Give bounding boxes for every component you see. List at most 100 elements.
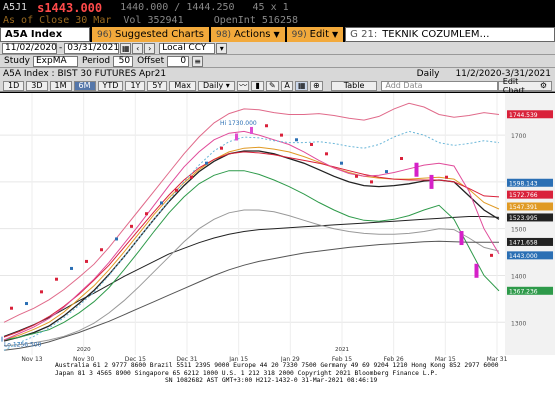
quote-line: A5J1 s1443.000 1440.000 / 1444.250 45 x … xyxy=(3,1,289,15)
price-label-text: 1547.391 xyxy=(509,204,538,211)
range-button-1y[interactable]: 1Y xyxy=(125,80,146,91)
study-text: ExpMA xyxy=(36,56,67,66)
actions-num: 98) xyxy=(216,29,231,40)
y-axis-panel xyxy=(505,93,555,355)
candle-bar xyxy=(340,161,343,165)
quote-line-2: As of Close 30 Mar Vol 352941 OpenInt 51… xyxy=(3,14,298,27)
toolbar: A5A Index 96) Suggested Charts 98) Actio… xyxy=(0,27,555,42)
chart-subheader: A5A Index : BIST 30 FUTURES Apr21 Daily … xyxy=(0,68,555,80)
price-label-box xyxy=(507,178,553,187)
offset-text: 0 xyxy=(180,56,187,66)
candle-bar xyxy=(55,277,58,281)
x-tick-label: Mar 15 xyxy=(435,356,456,363)
actions-button[interactable]: 98) Actions ▼ xyxy=(211,27,285,42)
candle-bar xyxy=(459,231,464,246)
range-button-5y[interactable]: 5Y xyxy=(147,80,168,91)
range-button-ytd[interactable]: YTD xyxy=(97,80,124,91)
candle-bar xyxy=(40,290,43,294)
candle-bar xyxy=(325,152,328,156)
date-separator: - xyxy=(59,43,63,53)
openint-label: OpenInt xyxy=(213,15,256,26)
frequency-select[interactable]: Daily ▾ xyxy=(197,80,235,91)
subheader-name: BIST 30 FUTURES Apr21 xyxy=(57,69,167,79)
grid-icon[interactable]: ▦ xyxy=(295,80,309,91)
add-data-input[interactable]: Add Data xyxy=(381,80,498,91)
currency-select[interactable]: Local CCY xyxy=(159,42,216,54)
period-text: 50 xyxy=(118,56,131,66)
edit-button[interactable]: 99) Edit ▼ xyxy=(286,27,344,42)
suggested-charts-button[interactable]: 96) Suggested Charts xyxy=(92,27,210,42)
security-field[interactable]: A5A Index xyxy=(0,27,90,42)
zoom-icon[interactable]: ⊕ xyxy=(310,80,323,91)
range-button-1m[interactable]: 1M xyxy=(49,80,72,91)
menu-icon[interactable]: ≡ xyxy=(192,55,204,67)
series-line xyxy=(3,170,500,341)
bid-ask-size: 45 x 1 xyxy=(252,2,289,13)
x-tick-label: Nov 13 xyxy=(21,356,42,363)
period-label: Period xyxy=(82,56,111,66)
price-label-box xyxy=(507,110,553,119)
y-tick-label: 1300 xyxy=(511,320,526,327)
currency-text: Local CCY xyxy=(162,43,207,53)
annotation-icon[interactable]: A xyxy=(280,80,294,91)
next-arrow-icon[interactable]: › xyxy=(144,42,156,54)
volume-value: 352941 xyxy=(147,15,184,26)
candle-bar xyxy=(115,237,118,241)
page-title: G 21: TEKNIK COZUMLEM… xyxy=(345,27,555,42)
subheader-security: A5A Index xyxy=(3,69,49,79)
candle-bar xyxy=(474,263,479,278)
range-button-max[interactable]: Max xyxy=(169,80,196,91)
candle-bar xyxy=(429,174,434,189)
x-tick-label: Dec 15 xyxy=(125,356,146,363)
table-button[interactable]: Table xyxy=(330,80,378,91)
x-axis: Nov 13 Nov 30 Dec 15 Dec 31 Jan 15 Jan 29 Feb … xyxy=(0,355,555,363)
range-button-6m[interactable]: 6M xyxy=(73,80,96,91)
caret-down-icon: ▼ xyxy=(332,30,339,39)
period-input[interactable]: 50 xyxy=(113,55,134,67)
prev-arrow-icon[interactable]: ‹ xyxy=(132,42,144,54)
end-date-input[interactable]: 03/31/2021 xyxy=(64,42,120,54)
candle-bar xyxy=(175,188,178,192)
candle-bar xyxy=(235,133,238,141)
date-controls: 11/02/2020 - 03/31/2021 ▦ ‹ › Local CCY … xyxy=(0,42,555,55)
range-button-3d[interactable]: 3D xyxy=(26,80,48,91)
candle-bar xyxy=(370,180,373,184)
study-label: Study xyxy=(4,56,30,66)
study-select[interactable]: ExpMA xyxy=(33,55,78,67)
bid-ask: 1440.000 / 1444.250 xyxy=(120,2,235,13)
candle-bar xyxy=(190,175,193,179)
start-date-input[interactable]: 11/02/2020 xyxy=(2,42,57,54)
y-tick-label: 1400 xyxy=(511,273,526,280)
price-label-box xyxy=(507,237,553,246)
table-label: Table xyxy=(343,81,365,90)
calendar-icon[interactable]: ▦ xyxy=(120,42,132,54)
candle-bar xyxy=(70,266,73,270)
x-axis-svg: Nov 13 Nov 30 Dec 15 Dec 31 Jan 15 Jan 29 Feb … xyxy=(21,356,508,363)
draw-icon[interactable]: ✎ xyxy=(266,80,279,91)
candle-bar xyxy=(130,224,133,228)
y-tick-label: 1500 xyxy=(511,227,526,234)
x-tick-label: Jan 15 xyxy=(228,356,248,363)
candle-chart-icon[interactable]: ▮ xyxy=(251,80,265,91)
series-line xyxy=(3,209,500,347)
subheader-frequency: Daily xyxy=(416,69,440,79)
caret-down-icon: ▼ xyxy=(273,30,280,39)
price-label-text: 1744.539 xyxy=(509,112,538,119)
offset-input[interactable]: 0 xyxy=(167,55,190,67)
x-tick-label: Mar 31 xyxy=(487,356,508,363)
price-label-box xyxy=(507,190,553,199)
x-tick-label: Nov 30 xyxy=(73,356,94,363)
series-line xyxy=(3,102,500,323)
candle-bar xyxy=(85,259,88,263)
edit-chart-button[interactable]: Edit Chart ⚙ xyxy=(497,77,552,95)
series-line xyxy=(3,146,500,341)
range-button-1d[interactable]: 1D xyxy=(3,80,25,91)
suggested-label: Suggested Charts xyxy=(114,29,205,40)
y-tick-label: 1700 xyxy=(511,133,526,140)
line-chart-icon[interactable]: 〰 xyxy=(236,80,250,91)
candle-bar xyxy=(310,142,313,146)
edit-chart-label: Edit Chart xyxy=(502,76,525,95)
chevron-down-icon[interactable]: ▾ xyxy=(216,42,228,54)
year-label: 2020 xyxy=(77,347,91,353)
